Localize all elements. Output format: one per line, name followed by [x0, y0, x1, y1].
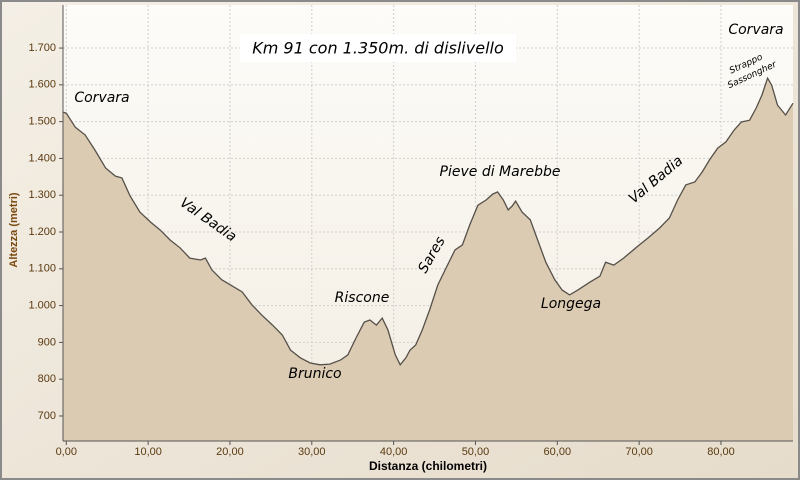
y-tick-label: 1.200	[28, 226, 56, 238]
y-tick-label: 1.600	[28, 79, 56, 91]
chart-title: Km 91 con 1.350m. di dislivello	[252, 39, 504, 58]
x-axis-label: Distanza (chilometri)	[369, 459, 487, 473]
x-tick-label: 60,00	[544, 446, 572, 458]
title-box	[240, 34, 516, 62]
y-tick-label: 1.400	[28, 152, 56, 164]
x-tick-label: 50,00	[462, 446, 490, 458]
x-tick-label: 30,00	[298, 446, 326, 458]
y-tick-label: 1.000	[28, 300, 56, 312]
y-tick-label: 900	[38, 336, 56, 348]
x-tick-label: 40,00	[380, 446, 408, 458]
x-tick-label: 80,00	[707, 446, 735, 458]
y-tick-label: 1.300	[28, 189, 56, 201]
y-tick-label: 1.700	[28, 42, 56, 54]
y-tick-label: 1.100	[28, 263, 56, 275]
x-tick-label: 20,00	[216, 446, 244, 458]
annotation: Pieve di Marebbe	[440, 164, 561, 180]
x-tick-label: 10,00	[134, 446, 162, 458]
elevation-area	[63, 78, 793, 441]
annotation: Corvara	[728, 22, 783, 38]
annotation: Riscone	[335, 290, 390, 306]
y-tick-label: 800	[38, 373, 56, 385]
y-tick-label: 1.500	[28, 116, 56, 128]
annotation: Corvara	[74, 90, 129, 106]
annotation: Brunico	[288, 366, 341, 382]
y-tick-label: 700	[38, 410, 56, 422]
y-axis-label: Altezza (metri)	[8, 192, 20, 268]
annotation: Longega	[541, 296, 601, 312]
elevation-line	[62, 76, 794, 366]
x-tick-label: 0,00	[56, 446, 77, 458]
x-tick-label: 70,00	[625, 446, 653, 458]
